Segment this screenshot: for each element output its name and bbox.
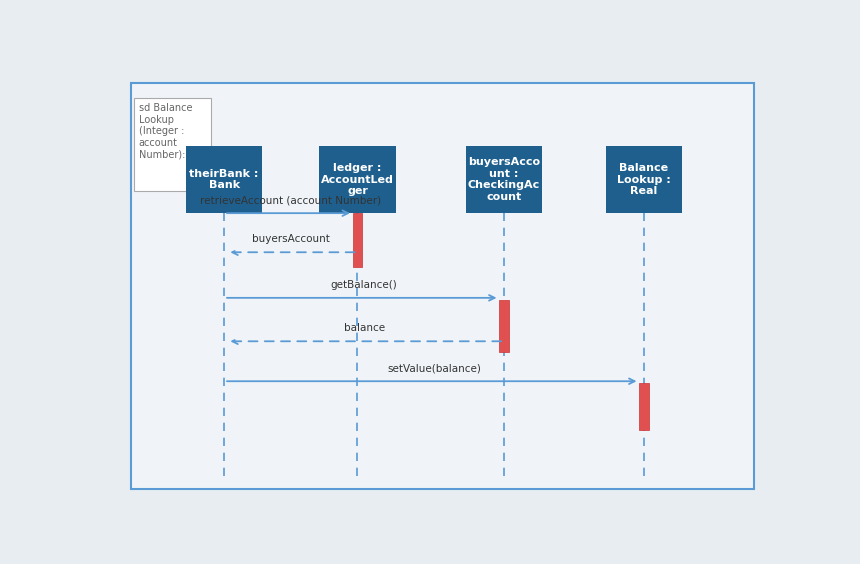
Text: buyersAcco
unt :
CheckingAc
count: buyersAcco unt : CheckingAc count [468,157,540,202]
Text: retrieveAccount (account Number): retrieveAccount (account Number) [200,195,381,205]
FancyBboxPatch shape [353,213,362,267]
Text: buyersAccount: buyersAccount [252,235,329,244]
Text: sd Balance
Lookup
(Integer :
account
Number): Real: sd Balance Lookup (Integer : account Num… [138,103,210,160]
Text: ledger :
AccountLed
ger: ledger : AccountLed ger [321,163,394,196]
FancyBboxPatch shape [639,382,648,430]
FancyBboxPatch shape [500,300,509,352]
Polygon shape [134,98,211,191]
FancyBboxPatch shape [186,146,262,213]
FancyBboxPatch shape [131,83,754,489]
Text: getBalance(): getBalance() [331,280,397,290]
FancyBboxPatch shape [466,146,543,213]
FancyBboxPatch shape [605,146,682,213]
FancyBboxPatch shape [319,146,396,213]
Text: Balance
Lookup :
Real: Balance Lookup : Real [617,163,671,196]
Text: setValue(balance): setValue(balance) [387,363,481,373]
Text: theirBank :
Bank: theirBank : Bank [189,169,259,190]
Text: balance: balance [343,324,384,333]
